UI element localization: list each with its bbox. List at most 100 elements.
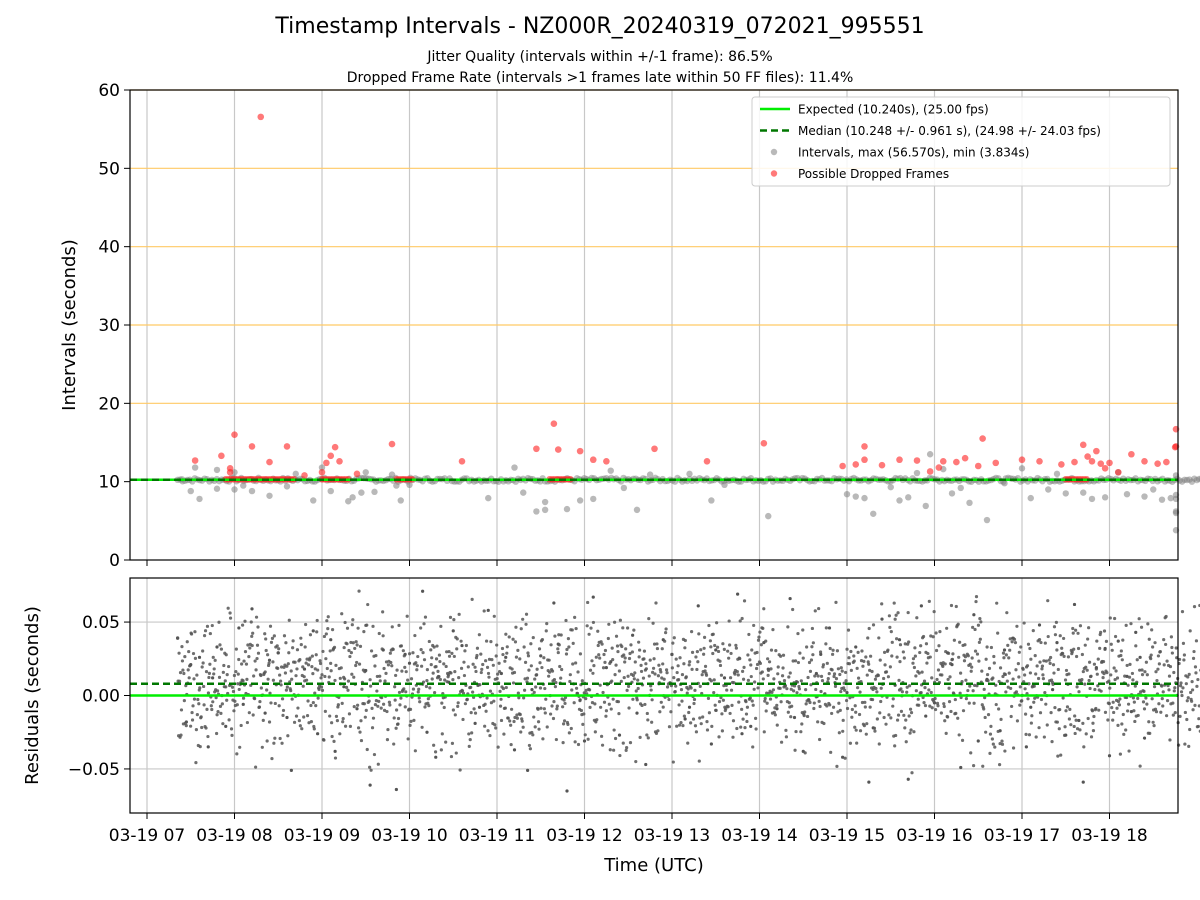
residual-band-point [856,676,861,680]
residual-band-point [414,661,418,665]
residual-band-point [943,662,947,666]
residual-band-point [419,648,423,652]
residual-band-point [394,708,399,712]
residual-band-point [1177,657,1182,662]
residual-band-point [594,655,598,659]
residual-band-point [1161,704,1165,708]
residual-band-point [457,676,461,680]
dropped-frame-point [861,456,868,464]
residual-band-point [1179,681,1183,685]
residual-band-point [295,648,300,652]
residual-band-point [960,738,965,742]
dropped-frame-point [318,468,326,476]
residual-band-point [1196,677,1200,682]
residual-band-point [576,742,581,747]
residual-band-point [832,674,836,679]
residual-band-point [627,656,632,661]
residual-band-point [290,697,294,701]
residual-band-point [911,661,915,665]
residual-band-point [948,675,952,679]
residual-band-point [877,636,881,640]
residual-band-point [1014,668,1018,672]
residual-band-point [200,665,204,669]
dropped-frame-point [388,440,396,448]
residual-point [1125,674,1129,679]
residual-band-point [1078,728,1082,732]
residual-band-point [734,643,738,647]
residual-band-point [324,632,328,636]
residual-band-point [957,655,961,659]
residual-band-point [664,627,668,631]
residual-band-point [893,617,897,621]
residual-band-point [208,662,212,666]
residual-band-point [775,723,779,727]
dropped-frame-point [1088,458,1096,465]
residual-band-point [1049,711,1053,715]
legend: Expected (10.240s), (25.00 fps) Median (… [751,96,1171,187]
residual-band-point [591,620,596,625]
residual-band-point [772,677,776,681]
residual-band-point [791,607,795,612]
residual-band-point [826,676,830,681]
residual-band-point [550,669,555,673]
interval-point [1027,494,1034,502]
residual-band-point [869,654,873,658]
residual-band-point [1105,671,1109,675]
residual-band-point [314,704,318,708]
residual-band-point [784,728,788,732]
residual-band-point [582,691,586,695]
residual-band-point [1116,723,1120,727]
dropped-frame-point [554,446,562,453]
residual-band-point [346,688,350,692]
residual-band-point [459,666,464,670]
residual-band-point [428,686,432,690]
residual-band-point [699,648,703,652]
residual-band-point [224,653,228,657]
residual-band-point [831,648,835,652]
residual-band-point [891,704,895,708]
residuals-panel: −0.050.000.05 03-19 07 03-19 08 03-19 09 03… [22,577,1200,876]
residual-band-point [179,708,184,712]
residual-band-point [981,764,985,768]
residual-band-point [705,720,709,724]
residual-band-point [1080,652,1084,657]
residual-band-point [945,626,949,630]
residual-band-point [473,711,478,715]
residual-point [722,676,727,680]
residual-band-point [343,677,347,681]
residual-band-point [235,703,239,707]
dropped-frame-point [961,454,969,462]
residual-band-point [1144,660,1148,664]
residual-band-point [707,623,711,628]
residual-band-point [923,686,927,690]
residual-band-point [1042,659,1046,663]
residual-point [906,777,910,781]
residual-band-point [862,724,866,728]
residual-band-point [500,646,505,651]
residual-band-point [969,669,973,673]
residual-band-point [665,685,670,689]
interval-point [533,508,540,515]
residual-band-point [748,696,752,700]
residual-band-point [385,709,389,714]
residual-band-point [190,718,195,722]
residual-band-point [983,715,987,720]
x-tick-label: 03-19 14 [721,826,797,846]
residual-point [250,607,254,611]
residual-band-point [693,688,697,692]
residual-band-point [765,701,769,705]
residual-band-point [717,699,722,704]
residual-band-point [293,660,297,664]
residual-band-point [897,678,901,682]
residual-band-point [633,660,637,664]
residual-band-point [311,672,315,676]
residual-band-point [917,671,921,675]
residual-band-point [566,722,570,727]
residual-band-point [280,697,285,701]
residual-band-point [1059,753,1063,757]
residual-band-point [628,651,632,656]
residual-band-point [544,697,548,701]
residual-point [788,596,792,601]
residual-band-point [583,733,587,737]
residual-band-point [1086,637,1090,641]
